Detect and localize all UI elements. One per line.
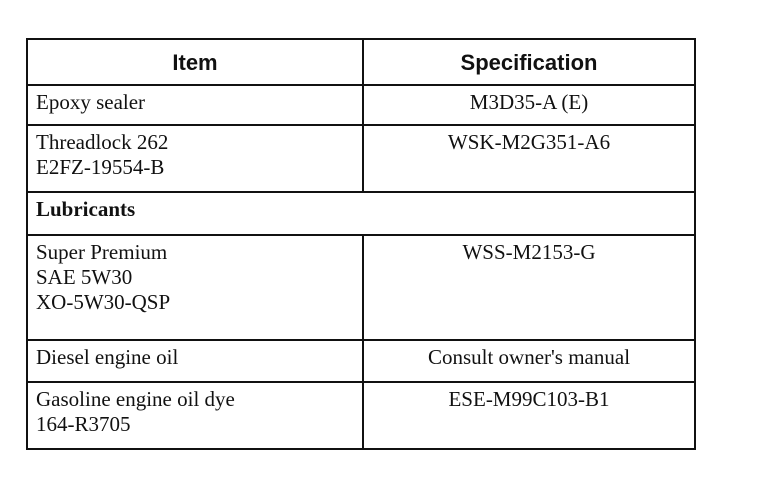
item-part-number: XO-5W30-QSP [36, 290, 171, 314]
item-cell: Epoxy sealer [26, 84, 364, 126]
section-heading: Lubricants [26, 191, 696, 236]
item-cell: Diesel engine oil [26, 339, 364, 383]
item-part-number: 164-R3705 [36, 412, 131, 436]
header-specification: Specification [362, 38, 696, 86]
item-grade: SAE 5W30 [36, 265, 133, 289]
item-text: Diesel engine oil [36, 345, 179, 369]
spec-cell: Consult owner's manual [362, 339, 696, 383]
item-text: Super Premium [36, 240, 168, 264]
specification-table: Item Specification Epoxy sealer M3D35-A … [26, 38, 696, 450]
spec-cell: WSS-M2153-G [362, 234, 696, 341]
item-cell: Super Premium SAE 5W30 XO-5W30-QSP [26, 234, 364, 341]
table-row: Threadlock 262 E2FZ-19554-B WSK-M2G351-A… [26, 124, 696, 193]
header-row: Item Specification [26, 38, 696, 86]
table-row: Epoxy sealer M3D35-A (E) [26, 84, 696, 126]
spec-cell: ESE-M99C103-B1 [362, 381, 696, 450]
header-item: Item [26, 38, 364, 86]
item-cell: Gasoline engine oil dye 164-R3705 [26, 381, 364, 450]
item-text: Gasoline engine oil dye [36, 387, 235, 411]
table-row: Gasoline engine oil dye 164-R3705 ESE-M9… [26, 381, 696, 450]
item-text: Epoxy sealer [36, 90, 146, 114]
spec-cell: M3D35-A (E) [362, 84, 696, 126]
spec-cell: WSK-M2G351-A6 [362, 124, 696, 193]
item-cell: Threadlock 262 E2FZ-19554-B [26, 124, 364, 193]
table-row: Super Premium SAE 5W30 XO-5W30-QSP WSS-M… [26, 234, 696, 341]
item-part-number: E2FZ-19554-B [36, 155, 165, 179]
section-row: Lubricants [26, 191, 696, 236]
item-text: Threadlock 262 [36, 130, 169, 154]
table-row: Diesel engine oil Consult owner's manual [26, 339, 696, 383]
